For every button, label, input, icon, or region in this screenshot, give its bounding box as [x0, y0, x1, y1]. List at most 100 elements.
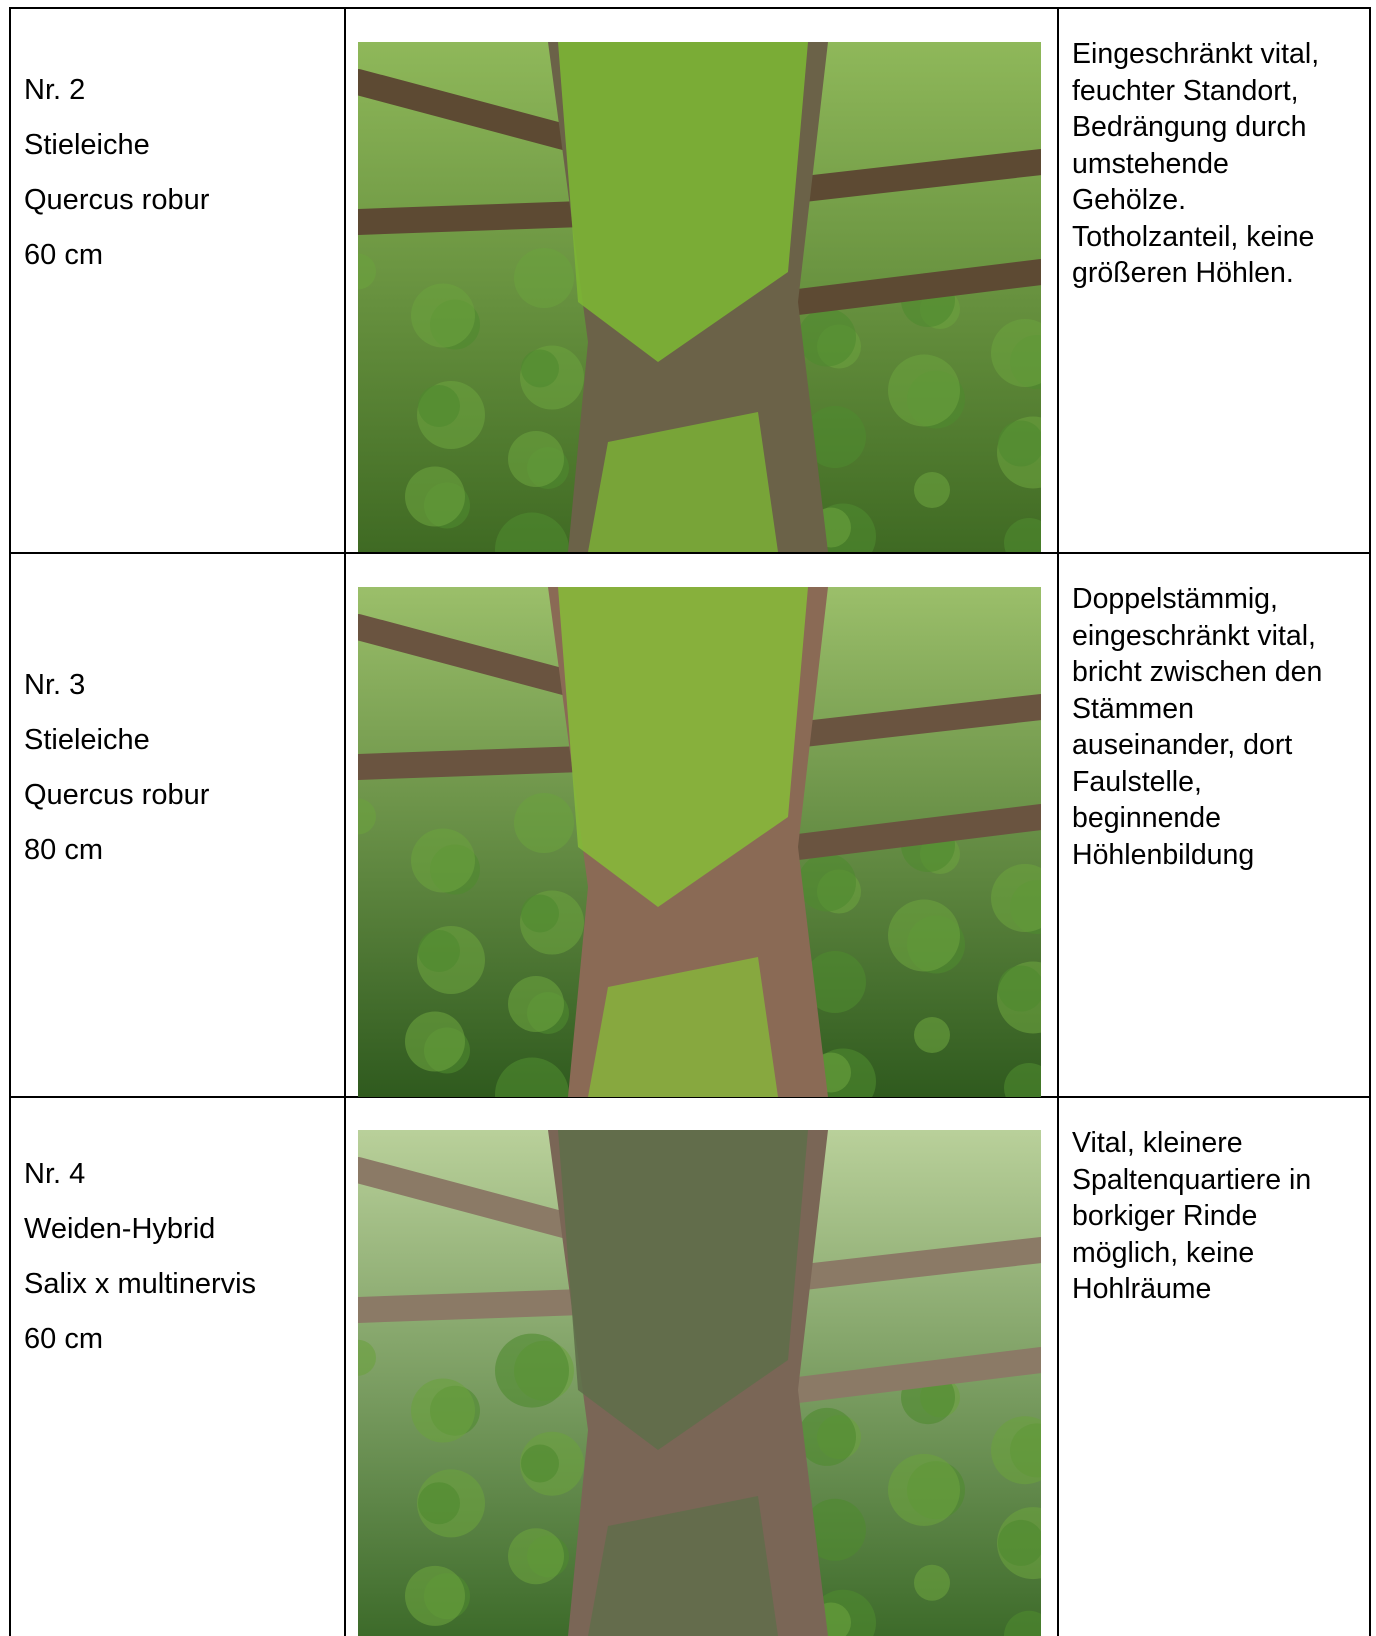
foliage [418, 385, 460, 427]
foliage [998, 420, 1041, 467]
table-border [344, 8, 346, 1636]
foliage [998, 965, 1041, 1012]
foliage [495, 1333, 569, 1408]
foliage [358, 798, 376, 835]
foliage [521, 894, 559, 933]
number: Nr. 2 [24, 74, 86, 106]
foliage [358, 1339, 376, 1376]
description-line: Vital, kleinere [1072, 1127, 1243, 1159]
foliage [508, 1528, 564, 1585]
table-border [1057, 8, 1059, 1636]
description-line: Höhlenbildung [1072, 838, 1255, 871]
foliage [914, 1017, 950, 1053]
foliage [888, 354, 960, 427]
foliage [495, 1057, 569, 1097]
description-line: Stämmen [1072, 692, 1194, 725]
description-line: beginnende [1072, 802, 1221, 834]
foliage [804, 406, 866, 468]
foliage [888, 1453, 960, 1526]
tree-description: Vital, kleinere Spaltenquartiere in borkig… [1072, 1125, 1311, 1308]
foliage [1004, 518, 1041, 552]
diameter: 60 cm [24, 1323, 103, 1355]
description-line: Doppelstämmig, [1072, 583, 1278, 615]
foliage [798, 1407, 856, 1466]
moss [588, 957, 778, 1097]
tree-description: Doppelstämmig, eingeschränkt vital, bricht… [1072, 581, 1322, 873]
description-line: Faulstelle, [1072, 765, 1202, 798]
moss [588, 1496, 778, 1636]
diameter: 60 cm [24, 239, 103, 271]
description-line: Spaltenquartiere in [1072, 1163, 1312, 1196]
foliage [1004, 1610, 1041, 1636]
description-line: bricht zwischen den [1072, 656, 1323, 688]
foliage [411, 1378, 475, 1443]
foliage [358, 253, 376, 290]
branch [785, 804, 1041, 860]
foliage [888, 899, 960, 972]
moss [558, 587, 808, 907]
table-border [9, 1096, 1371, 1098]
foliage [405, 1565, 465, 1626]
description-line: Hohlräume [1072, 1273, 1212, 1305]
moss [558, 1130, 808, 1450]
foliage [914, 472, 950, 508]
foliage [521, 1444, 559, 1483]
foliage [1004, 1063, 1041, 1097]
description-line: auseinander, dort [1072, 729, 1293, 761]
branch [785, 1347, 1041, 1403]
description-line: möglich, keine [1072, 1236, 1255, 1269]
description-line: feuchter Standort, [1072, 74, 1299, 107]
diameter: 80 cm [24, 834, 103, 866]
description-line: Totholzanteil, keine [1072, 220, 1315, 253]
foliage [521, 349, 559, 388]
common-name: Weiden-Hybrid [24, 1213, 216, 1245]
foliage [508, 976, 564, 1032]
table-border [1369, 8, 1371, 1636]
tree-photo [358, 587, 1041, 1097]
foliage [998, 1519, 1041, 1566]
foliage [411, 828, 475, 893]
latin-name: Salix x multinervis [24, 1268, 257, 1300]
tree-photo [358, 42, 1041, 552]
description-line: Eingeschränkt vital, [1072, 38, 1320, 70]
tree-info: Nr. 3 Stieleiche Quercus robur 80 cm [24, 658, 209, 878]
description-line: größeren Höhlen. [1072, 257, 1294, 289]
common-name: Stieleiche [24, 724, 150, 756]
tree-description: Eingeschränkt vital, feuchter Standort, Be… [1072, 36, 1319, 292]
table-border [9, 8, 11, 1636]
description-line: Gehölze. [1072, 184, 1187, 216]
branch [765, 149, 1041, 205]
description-line: Bedrängung durch [1072, 111, 1307, 143]
table-border [9, 552, 1371, 554]
tree-info: Nr. 4 Weiden-Hybrid Salix x multinervis 60 … [24, 1147, 256, 1367]
foliage [508, 431, 564, 487]
foliage [914, 1564, 950, 1601]
description-line: borkiger Rinde [1072, 1200, 1258, 1232]
latin-name: Quercus robur [24, 184, 210, 216]
description-line: eingeschränkt vital, [1072, 619, 1316, 652]
foliage [514, 793, 574, 853]
common-name: Stieleiche [24, 129, 150, 161]
branch [765, 694, 1041, 750]
tree-photo [358, 1130, 1041, 1636]
foliage [418, 930, 460, 972]
latin-name: Quercus robur [24, 779, 210, 811]
foliage [798, 853, 856, 912]
foliage [405, 1011, 465, 1072]
foliage [514, 248, 574, 308]
description-line: umstehende [1072, 147, 1229, 180]
foliage [405, 466, 465, 527]
foliage [418, 1482, 460, 1525]
foliage [804, 951, 866, 1013]
number: Nr. 4 [24, 1158, 86, 1190]
number: Nr. 3 [24, 669, 86, 701]
moss [558, 42, 808, 362]
branch [765, 1237, 1041, 1293]
foliage [804, 1498, 866, 1561]
foliage [798, 308, 856, 367]
foliage [991, 864, 1041, 932]
branch [785, 259, 1041, 315]
foliage [411, 283, 475, 348]
moss [588, 412, 778, 552]
